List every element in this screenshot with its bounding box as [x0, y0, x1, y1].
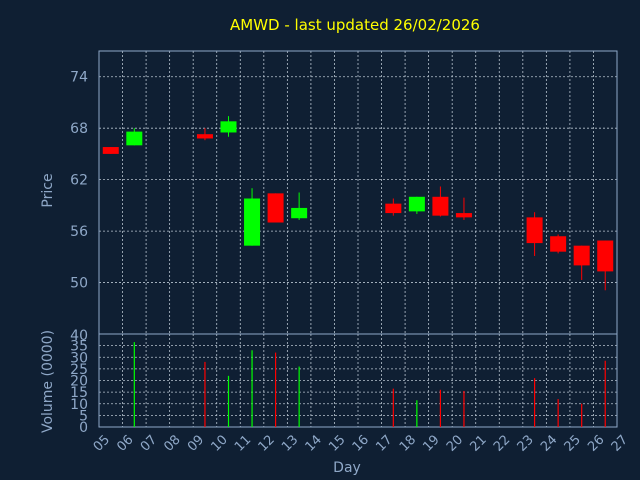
x-tick-label: 14	[303, 432, 325, 454]
candle-body	[432, 196, 449, 216]
volume-top-tick-label: 40	[70, 328, 88, 344]
candle-10	[220, 116, 237, 137]
candle-body	[550, 236, 567, 252]
x-tick-label: 06	[114, 432, 136, 454]
price-tick-label: 56	[70, 224, 88, 240]
candle-25	[573, 245, 590, 280]
candle-18	[408, 196, 425, 214]
candle-body	[455, 213, 472, 218]
candle-body	[408, 196, 425, 212]
candle-body	[267, 193, 284, 223]
volume-tick-label: 25	[70, 362, 88, 378]
candle-body	[385, 203, 402, 214]
x-tick-label: 13	[279, 432, 301, 454]
x-tick-label: 12	[256, 432, 278, 454]
candle-23	[526, 212, 543, 256]
candle-body	[573, 245, 590, 266]
volume-frame	[98, 333, 618, 428]
x-tick-label: 22	[491, 432, 513, 454]
price-tick-label: 50	[70, 276, 88, 292]
candle-body	[126, 131, 143, 146]
x-tick-label: 17	[373, 432, 395, 454]
candle-24	[550, 234, 567, 254]
volume-tick-label: 10	[70, 397, 88, 413]
volume-tick-label: 30	[70, 350, 88, 366]
x-tick-label: 16	[350, 432, 372, 454]
x-tick-label: 11	[232, 432, 254, 454]
volume-tick-label: 15	[70, 385, 88, 401]
volume-tick-label: 35	[70, 339, 88, 355]
candle-09	[196, 128, 213, 141]
candle-19	[432, 186, 449, 217]
candle-body	[597, 240, 614, 272]
candle-body	[291, 207, 308, 219]
x-tick-label: 26	[585, 432, 607, 454]
candle-05	[102, 147, 119, 154]
x-tick-label: 27	[609, 432, 631, 454]
price-tick-label: 74	[70, 70, 88, 86]
x-tick-label: 20	[444, 432, 466, 454]
x-tick-label: 08	[161, 432, 183, 454]
x-tick-label: 10	[208, 432, 230, 454]
price-axis-label: Price	[40, 173, 56, 207]
candle-body	[244, 198, 261, 246]
candle-body	[196, 134, 213, 139]
candle-body	[526, 217, 543, 244]
volume-axis-label: Volume (0000)	[40, 330, 56, 433]
x-tick-label: 23	[515, 432, 537, 454]
candle-17	[385, 198, 402, 216]
candle-body	[220, 121, 237, 133]
x-tick-label: 19	[420, 432, 442, 454]
x-tick-label: 25	[562, 432, 584, 454]
candle-12	[267, 193, 284, 223]
x-tick-label: 05	[91, 432, 113, 454]
candle-body	[102, 147, 119, 154]
price-tick-label: 62	[70, 173, 88, 189]
price-tick-label: 68	[70, 121, 88, 137]
candle-11	[244, 188, 261, 246]
x-axis: 05 06 07 08 09 10 11 12 13 14 15 16 17 18 19 20 21 22 23 24…	[91, 432, 631, 476]
candle-13	[291, 192, 308, 220]
x-tick-label: 21	[467, 432, 489, 454]
x-tick-label: 15	[326, 432, 348, 454]
candle-26	[597, 240, 614, 291]
x-tick-label: 09	[185, 432, 207, 454]
x-tick-label: 07	[138, 432, 160, 454]
volume-tick-label: 20	[70, 374, 88, 390]
candle-20	[455, 197, 472, 220]
x-tick-label: 24	[538, 432, 560, 454]
volume-tick-label: 0	[79, 420, 88, 436]
x-tick-label: 18	[397, 432, 419, 454]
chart-title: AMWD - last updated 26/02/2026	[230, 16, 480, 34]
volume-tick-label: 5	[79, 408, 88, 424]
price-panel: 50 56 62 68 74 Price	[40, 50, 618, 335]
x-axis-label: Day	[333, 460, 361, 476]
candle-06	[126, 128, 143, 146]
